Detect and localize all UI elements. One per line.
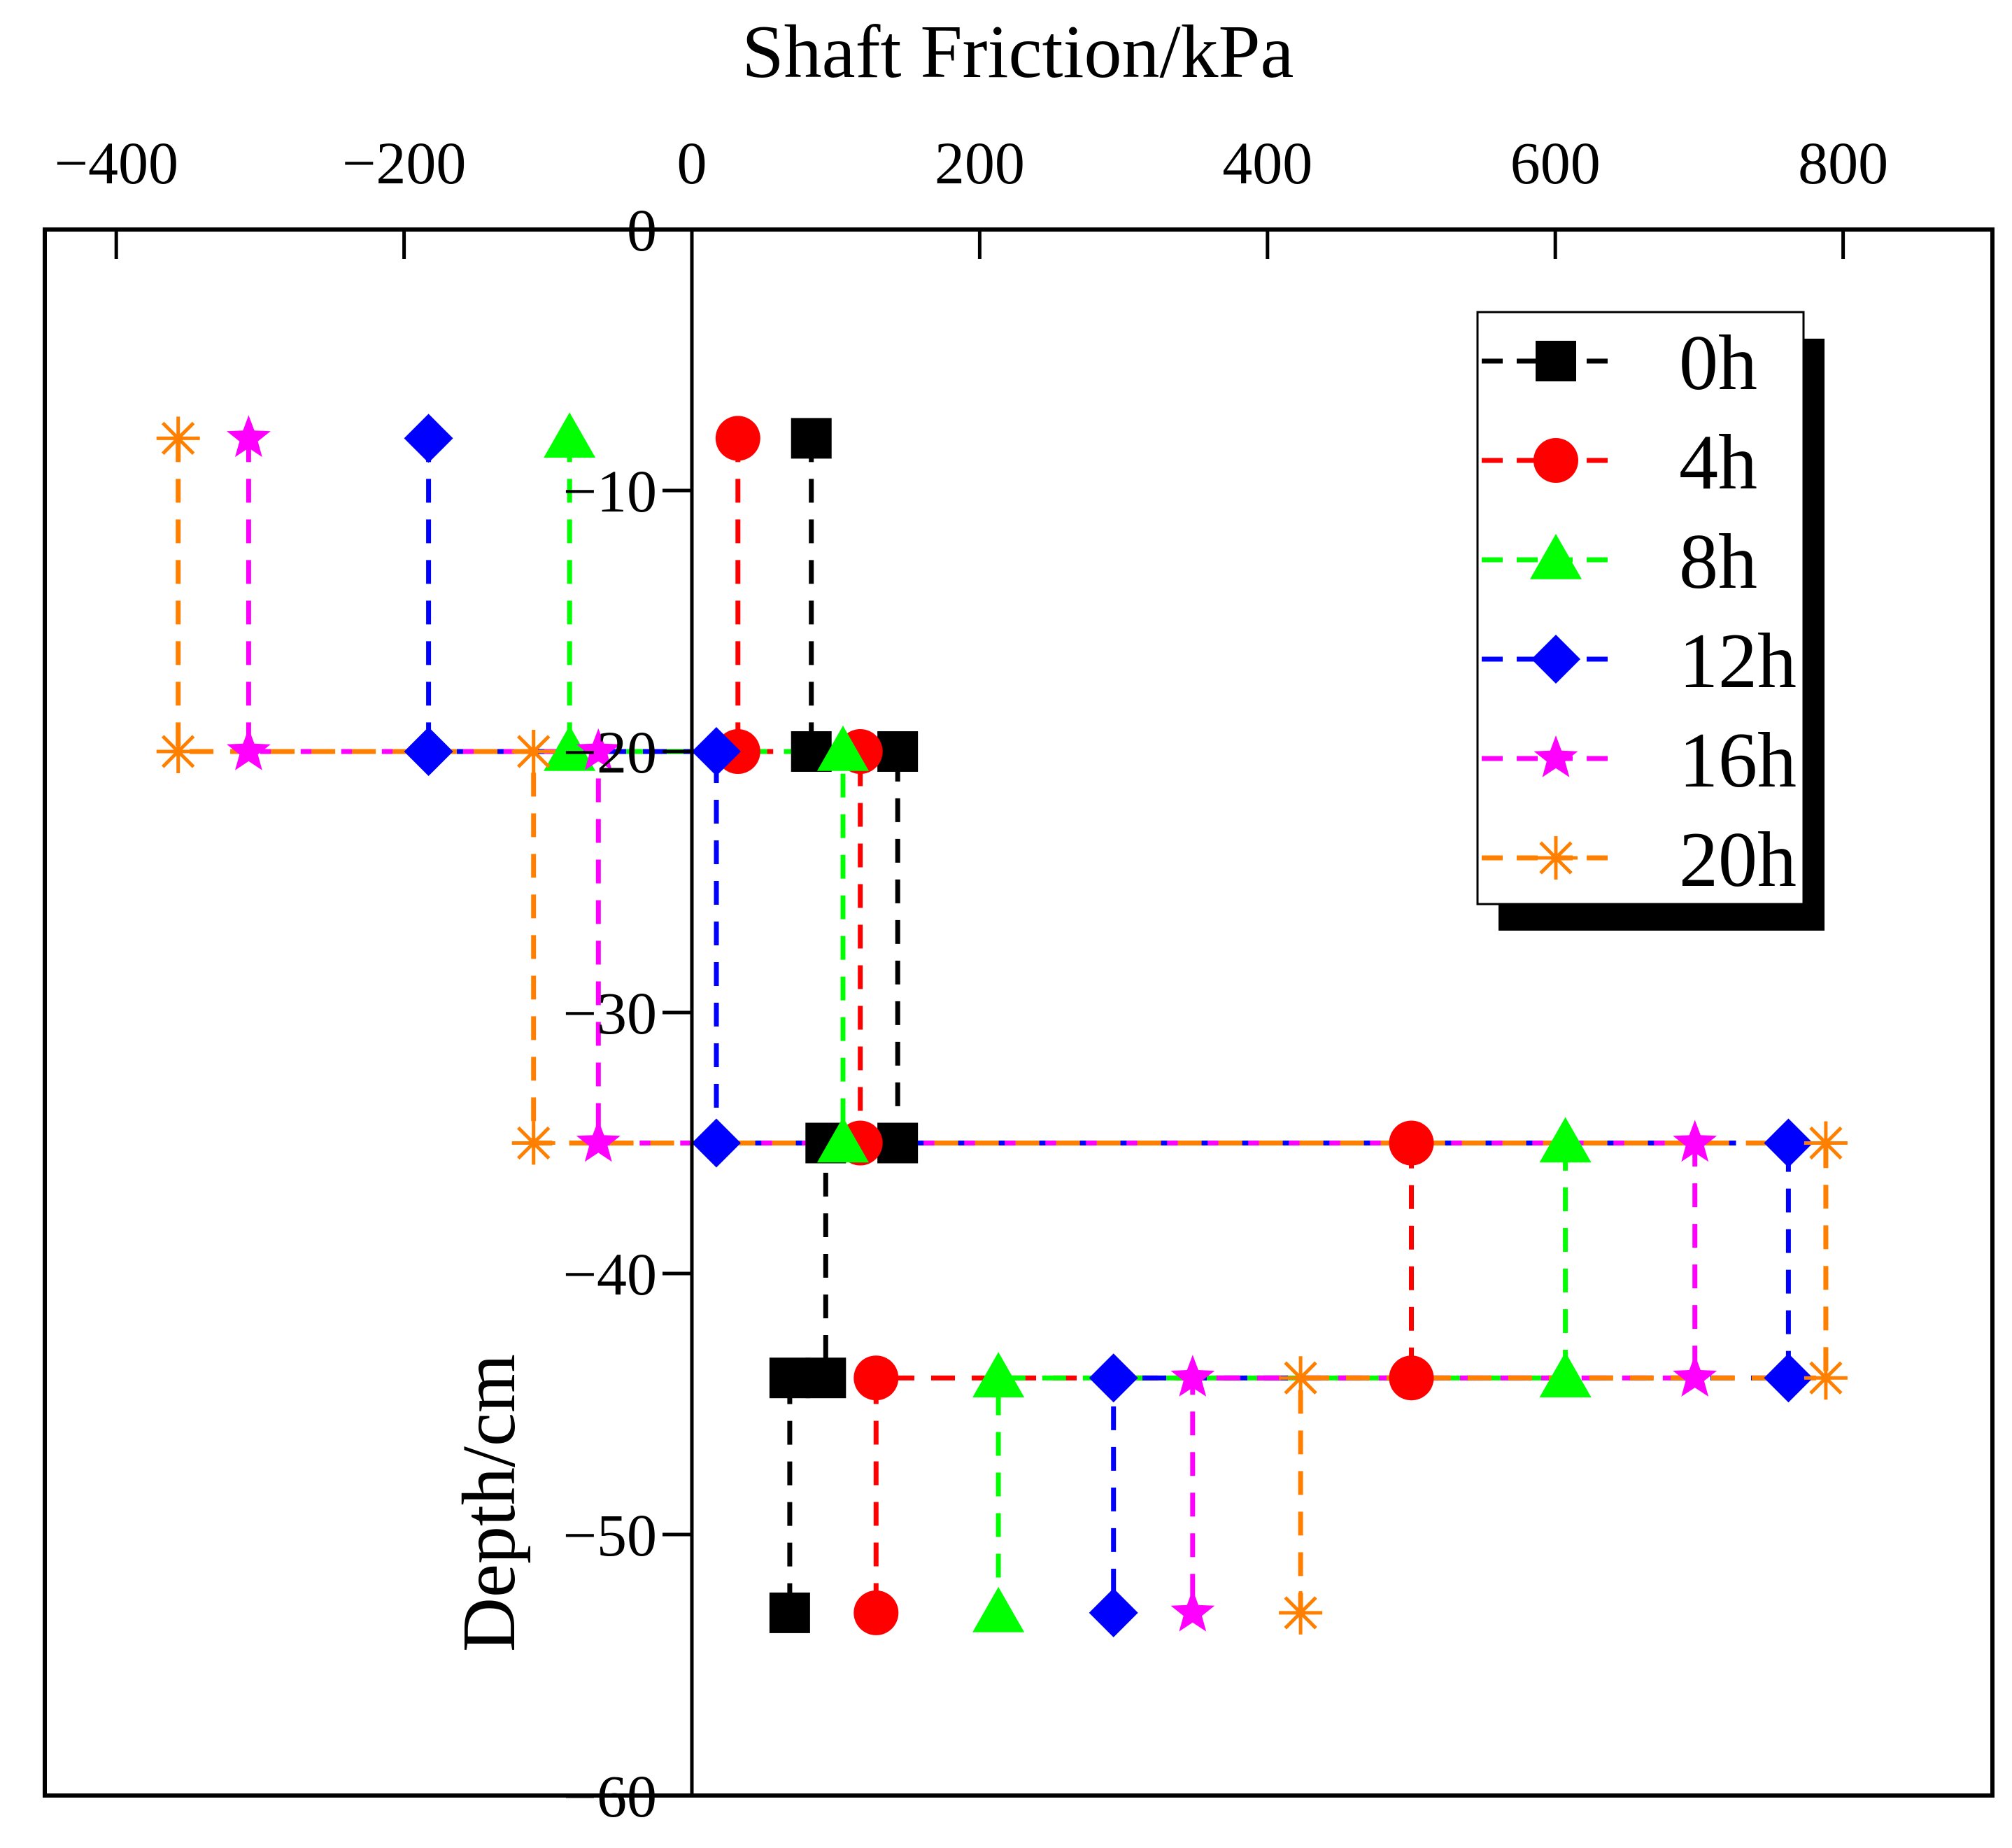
legend-label-8h: 8h: [1679, 519, 1757, 605]
legend-label-16h: 16h: [1679, 717, 1797, 804]
legend-marker-4h: [1533, 438, 1578, 483]
data-point-0h: [791, 418, 832, 459]
legend-marker-12h: [1531, 635, 1580, 684]
data-point-12h: [1764, 1118, 1813, 1168]
data-point-20h: [1279, 1590, 1323, 1635]
legend-box: [1476, 311, 1805, 905]
data-point-8h: [816, 1117, 869, 1163]
data-point-12h: [404, 727, 453, 776]
data-point-20h: [1804, 1121, 1848, 1165]
data-point-4h: [715, 416, 760, 461]
legend-marker-20h: [1534, 836, 1578, 880]
data-point-8h: [544, 412, 596, 458]
y-axis-title: Depth/cm: [448, 1354, 531, 1652]
legend-label-12h: 12h: [1679, 618, 1797, 705]
y-tick-label: 0: [627, 197, 657, 264]
data-point-12h: [691, 1118, 741, 1168]
data-point-8h: [972, 1352, 1025, 1397]
data-point-16h: [1673, 1355, 1717, 1397]
data-point-0h: [769, 1357, 810, 1399]
data-point-20h: [511, 730, 555, 773]
data-point-20h: [1804, 1356, 1848, 1400]
x-tick-label: 200: [935, 129, 1025, 197]
y-tick-label: −10: [562, 458, 657, 525]
data-point-12h: [1764, 1353, 1813, 1403]
y-tick-label: −40: [562, 1241, 657, 1308]
data-point-16h: [576, 728, 621, 770]
data-point-12h: [404, 414, 453, 463]
data-point-12h: [1089, 1353, 1138, 1403]
x-tick-label: 600: [1510, 129, 1601, 197]
y-tick-label: −20: [562, 719, 657, 786]
legend-label-4h: 4h: [1679, 419, 1757, 506]
data-point-8h: [1539, 1117, 1592, 1163]
legend-marker-8h: [1530, 534, 1582, 579]
legend-label-20h: 20h: [1679, 817, 1797, 903]
data-point-0h: [805, 1357, 846, 1399]
legend-marker-16h: [1533, 735, 1578, 777]
data-point-20h: [156, 416, 200, 460]
x-tick-label: −200: [342, 129, 467, 197]
plot-frame: [43, 227, 1995, 1798]
data-point-16h: [1673, 1120, 1717, 1162]
data-point-16h: [1170, 1589, 1215, 1632]
data-point-8h: [544, 726, 596, 771]
data-point-4h: [853, 1355, 899, 1401]
data-point-20h: [511, 1121, 555, 1165]
data-point-20h: [1279, 1356, 1323, 1400]
y-tick-label: −50: [562, 1502, 657, 1569]
data-point-20h: [156, 730, 200, 773]
data-point-8h: [972, 1586, 1025, 1632]
data-point-0h: [877, 1122, 919, 1164]
data-point-16h: [576, 1120, 621, 1162]
data-point-16h: [1170, 1355, 1215, 1397]
data-point-12h: [691, 727, 741, 776]
data-point-16h: [227, 415, 271, 458]
data-point-12h: [1089, 1588, 1138, 1637]
y-tick-label: −60: [562, 1763, 657, 1830]
data-point-4h: [1389, 1120, 1434, 1166]
x-tick-label: 400: [1222, 129, 1312, 197]
legend-label-0h: 0h: [1679, 320, 1757, 407]
data-point-4h: [853, 1590, 899, 1635]
data-point-0h: [769, 1592, 810, 1633]
data-point-8h: [816, 726, 869, 771]
data-point-4h: [1389, 1355, 1434, 1401]
data-point-16h: [227, 728, 271, 770]
x-axis-title: Shaft Friction/kPa: [742, 10, 1294, 94]
y-tick-label: −30: [562, 980, 657, 1047]
data-point-0h: [877, 731, 919, 772]
legend-marker-0h: [1536, 341, 1576, 381]
data-point-8h: [1539, 1352, 1592, 1397]
x-tick-label: 800: [1798, 129, 1888, 197]
x-tick-label: 0: [677, 129, 707, 197]
x-tick-label: −400: [54, 129, 178, 197]
